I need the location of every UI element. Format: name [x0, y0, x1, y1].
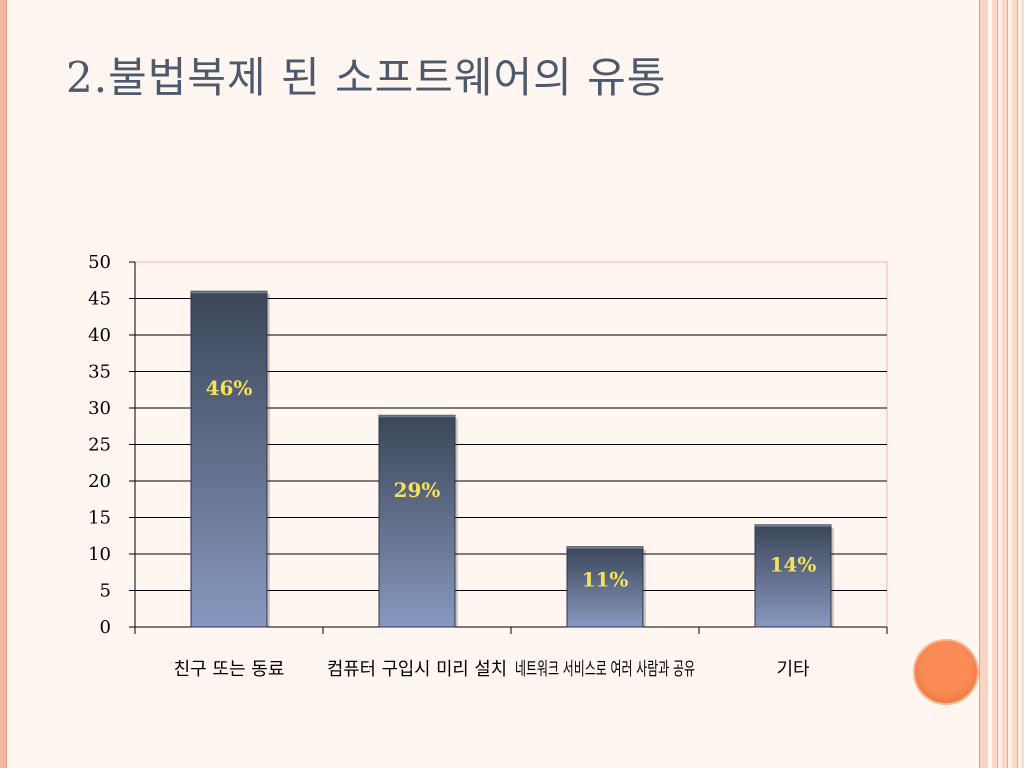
left-frame-stripe	[0, 0, 7, 768]
y-tick-label: 40	[88, 325, 111, 346]
slide-title: 2.불법복제 된 소프트웨어의 유통	[66, 53, 667, 102]
x-tick-label: 기타	[776, 659, 810, 680]
y-tick-label: 10	[88, 544, 111, 565]
data-label: 46%	[206, 376, 253, 400]
y-axis-tick-labels: 0 5 10 15 20 25 30 35 40 45 50	[88, 252, 111, 638]
data-label: 14%	[770, 553, 817, 577]
y-tick-label: 45	[88, 289, 111, 310]
decorative-orange-circle	[913, 639, 979, 705]
y-tick-label: 35	[88, 362, 111, 383]
y-tick-label: 20	[88, 471, 111, 492]
y-tick-label: 0	[100, 617, 111, 638]
bar	[190, 290, 268, 628]
data-label: 29%	[394, 478, 441, 502]
y-tick-label: 30	[88, 398, 111, 419]
bar	[754, 524, 832, 628]
bars	[190, 290, 834, 628]
x-tick-label: 컴퓨터 구입시 미리 설치	[327, 659, 507, 680]
y-tick-label: 50	[88, 252, 111, 273]
x-tick-label: 친구 또는 동료	[174, 659, 285, 680]
right-frame-stripe	[979, 0, 988, 768]
right-frame-pattern	[992, 0, 1024, 768]
bar	[378, 414, 456, 628]
y-tick-label: 25	[88, 435, 111, 456]
x-tick-label: 네트워크 서비스로 여러 사람과 공유	[515, 659, 695, 680]
data-label: 11%	[582, 567, 629, 591]
data-labels: 46% 29% 11% 14%	[206, 376, 817, 591]
y-tick-label: 15	[88, 508, 111, 529]
y-tick-label: 5	[100, 581, 111, 602]
x-axis-tick-labels: 친구 또는 동료 컴퓨터 구입시 미리 설치 네트워크 서비스로 여러 사람과 공유…	[174, 659, 810, 680]
